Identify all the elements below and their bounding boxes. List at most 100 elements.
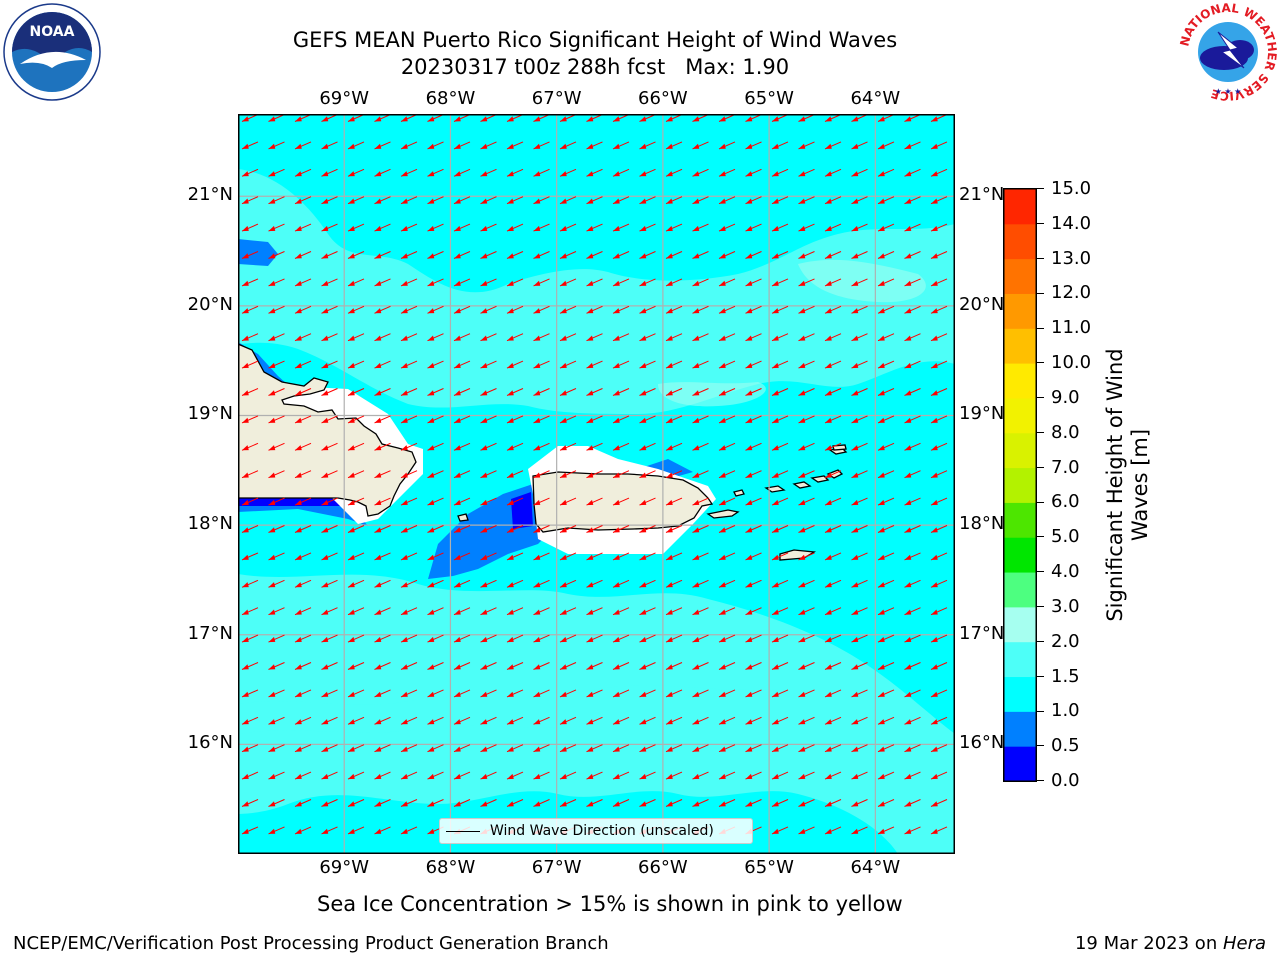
wave-direction-arrow — [718, 771, 736, 780]
wave-direction-arrow — [321, 278, 338, 287]
wave-direction-arrow — [480, 771, 497, 780]
wave-direction-arrow — [798, 305, 815, 314]
hispaniola — [238, 343, 417, 517]
wave-direction-arrow — [506, 497, 524, 506]
wave-direction-arrow — [771, 689, 789, 698]
wave-direction-arrow — [294, 689, 312, 698]
wave-direction-arrow — [241, 305, 259, 314]
wave-direction-arrow — [877, 826, 895, 835]
wave-direction-arrow — [586, 634, 603, 643]
wave-direction-arrow — [453, 689, 471, 698]
wave-direction-arrow — [321, 470, 338, 479]
wave-direction-arrow — [930, 333, 948, 342]
wave-direction-arrow — [268, 251, 285, 259]
wave-direction-arrow — [533, 579, 550, 588]
wave-direction-arrow — [533, 388, 550, 396]
wave-direction-arrow — [268, 799, 285, 807]
wave-direction-arrow — [241, 251, 259, 259]
wave-direction-arrow — [877, 333, 895, 342]
wave-direction-arrow — [904, 607, 921, 616]
wave-direction-arrow — [533, 305, 550, 314]
wave-direction-arrow — [506, 799, 524, 807]
wave-direction-arrow — [268, 223, 285, 232]
wave-direction-arrow — [612, 415, 630, 424]
wave-direction-arrow — [374, 223, 391, 232]
wave-direction-arrow — [824, 305, 842, 314]
wave-direction-arrow — [930, 141, 948, 150]
wave-direction-arrow — [506, 716, 524, 725]
wave-direction-arrow — [824, 634, 842, 643]
wave-direction-arrow — [930, 525, 948, 533]
wave-direction-arrow — [374, 771, 391, 780]
wave-direction-arrow — [771, 196, 789, 205]
wave-direction-arrow — [851, 114, 868, 122]
wave-direction-arrow — [851, 251, 868, 259]
wave-direction-arrow — [824, 442, 842, 451]
wave-direction-arrow — [427, 223, 444, 232]
wave-direction-arrow — [400, 251, 418, 259]
wave-direction-arrow — [427, 634, 444, 643]
wave-direction-arrow — [241, 470, 259, 479]
wave-direction-arrow — [665, 470, 683, 479]
lat-tick-label-left: 19°N — [187, 403, 233, 425]
wave-direction-arrow — [586, 744, 603, 753]
wave-direction-arrow — [268, 415, 285, 424]
wave-direction-arrow — [427, 552, 444, 561]
colorbar-tick-mark — [1037, 257, 1044, 259]
wave-direction-arrow — [533, 442, 550, 451]
wave-height-map — [238, 114, 955, 854]
wave-direction-arrow — [586, 470, 603, 479]
wave-direction-arrow — [771, 744, 789, 753]
wave-direction-arrow — [294, 333, 312, 342]
wave-direction-arrow — [612, 333, 630, 342]
wave-direction-arrow — [427, 333, 444, 342]
wave-direction-arrow — [718, 251, 736, 259]
wave-direction-arrow — [692, 278, 709, 287]
wave-direction-arrow — [586, 497, 603, 506]
map-legend: Wind Wave Direction (unscaled) — [439, 818, 753, 844]
wave-direction-arrow — [268, 826, 285, 835]
wave-direction-arrow — [639, 388, 656, 396]
wave-direction-arrow — [665, 497, 683, 506]
colorbar-tick-mark — [1037, 292, 1044, 294]
wave-direction-arrow — [798, 579, 815, 588]
wave-direction-arrow — [771, 470, 789, 479]
wave-direction-arrow — [400, 278, 418, 287]
wave-direction-arrow — [374, 196, 391, 205]
wave-direction-arrow — [347, 525, 365, 533]
wave-direction-arrow — [718, 744, 736, 753]
wave-direction-arrow — [771, 278, 789, 287]
wave-direction-arrow — [321, 744, 338, 753]
wave-direction-arrow — [904, 360, 921, 369]
colorbar-band — [1004, 223, 1036, 260]
colorbar-band — [1004, 711, 1036, 747]
wave-direction-arrow — [506, 305, 524, 314]
wave-direction-arrow — [851, 525, 868, 533]
wave-direction-arrow — [533, 470, 550, 479]
wave-direction-arrow — [294, 826, 312, 835]
wave-direction-arrow — [268, 689, 285, 698]
wave-direction-arrow — [851, 662, 868, 670]
wave-direction-arrow — [904, 305, 921, 314]
wave-direction-arrow — [718, 388, 736, 396]
wave-direction-arrow — [559, 223, 577, 232]
footer-date-text: 19 Mar 2023 on — [1074, 933, 1223, 954]
wave-direction-arrow — [612, 168, 630, 177]
colorbar-tick-label: 7.0 — [1051, 456, 1080, 478]
wave-direction-arrow — [374, 251, 391, 259]
wave-direction-arrow — [400, 826, 418, 835]
wave-direction-arrow — [321, 579, 338, 588]
wave-direction-arrow — [824, 689, 842, 698]
wave-direction-arrow — [586, 360, 603, 369]
wave-direction-arrow — [241, 442, 259, 451]
wave-direction-arrow — [533, 771, 550, 780]
wave-direction-arrow — [771, 771, 789, 780]
wave-direction-arrow — [824, 716, 842, 725]
wave-direction-arrow — [612, 196, 630, 205]
wave-direction-arrow — [718, 497, 736, 506]
wave-direction-arrow — [904, 442, 921, 451]
wave-direction-arrow — [347, 278, 365, 287]
wave-direction-arrow — [268, 141, 285, 150]
wave-direction-arrow — [294, 251, 312, 259]
wave-direction-arrow — [586, 388, 603, 396]
